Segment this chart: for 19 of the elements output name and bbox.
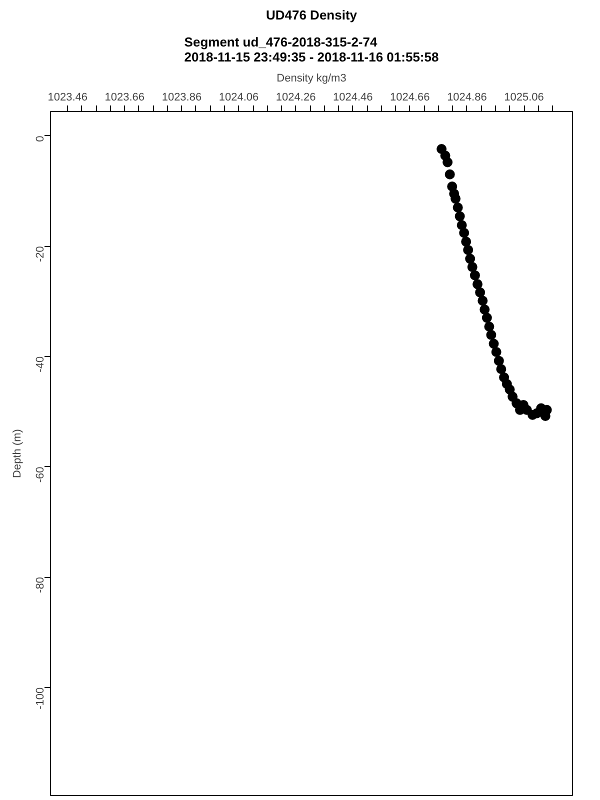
x-tick-label: 1024.86 <box>447 92 487 104</box>
x-tick-label: 1025.06 <box>504 92 544 104</box>
y-tick-label: -100 <box>34 687 46 710</box>
y-tick-label: -60 <box>34 466 46 483</box>
y-axis-title: Depth (m) <box>12 429 24 478</box>
y-tick-label: 0 <box>34 136 46 142</box>
y-tick-label: -80 <box>34 577 46 593</box>
y-tick-label: -20 <box>34 246 46 262</box>
x-tick-label: 1023.66 <box>104 92 145 104</box>
x-tick-label: 1024.26 <box>276 92 316 104</box>
x-axis-title: Density kg/m3 <box>276 72 346 84</box>
x-tick-label: 1023.46 <box>48 92 88 104</box>
x-tick-label: 1023.86 <box>162 92 202 104</box>
chart-subtitle: Segment ud_476-2018-315-2-74 2018-11-15 23:49:35 - 2018-11-16 01:55:58 <box>184 34 439 64</box>
x-tick-label: 1024.46 <box>332 92 373 104</box>
x-tick-label: 1024.06 <box>218 92 259 104</box>
x-tick-label: 1024.66 <box>390 92 430 104</box>
y-tick-label: -40 <box>34 356 46 372</box>
chart-title: UD476 Density <box>266 8 358 22</box>
